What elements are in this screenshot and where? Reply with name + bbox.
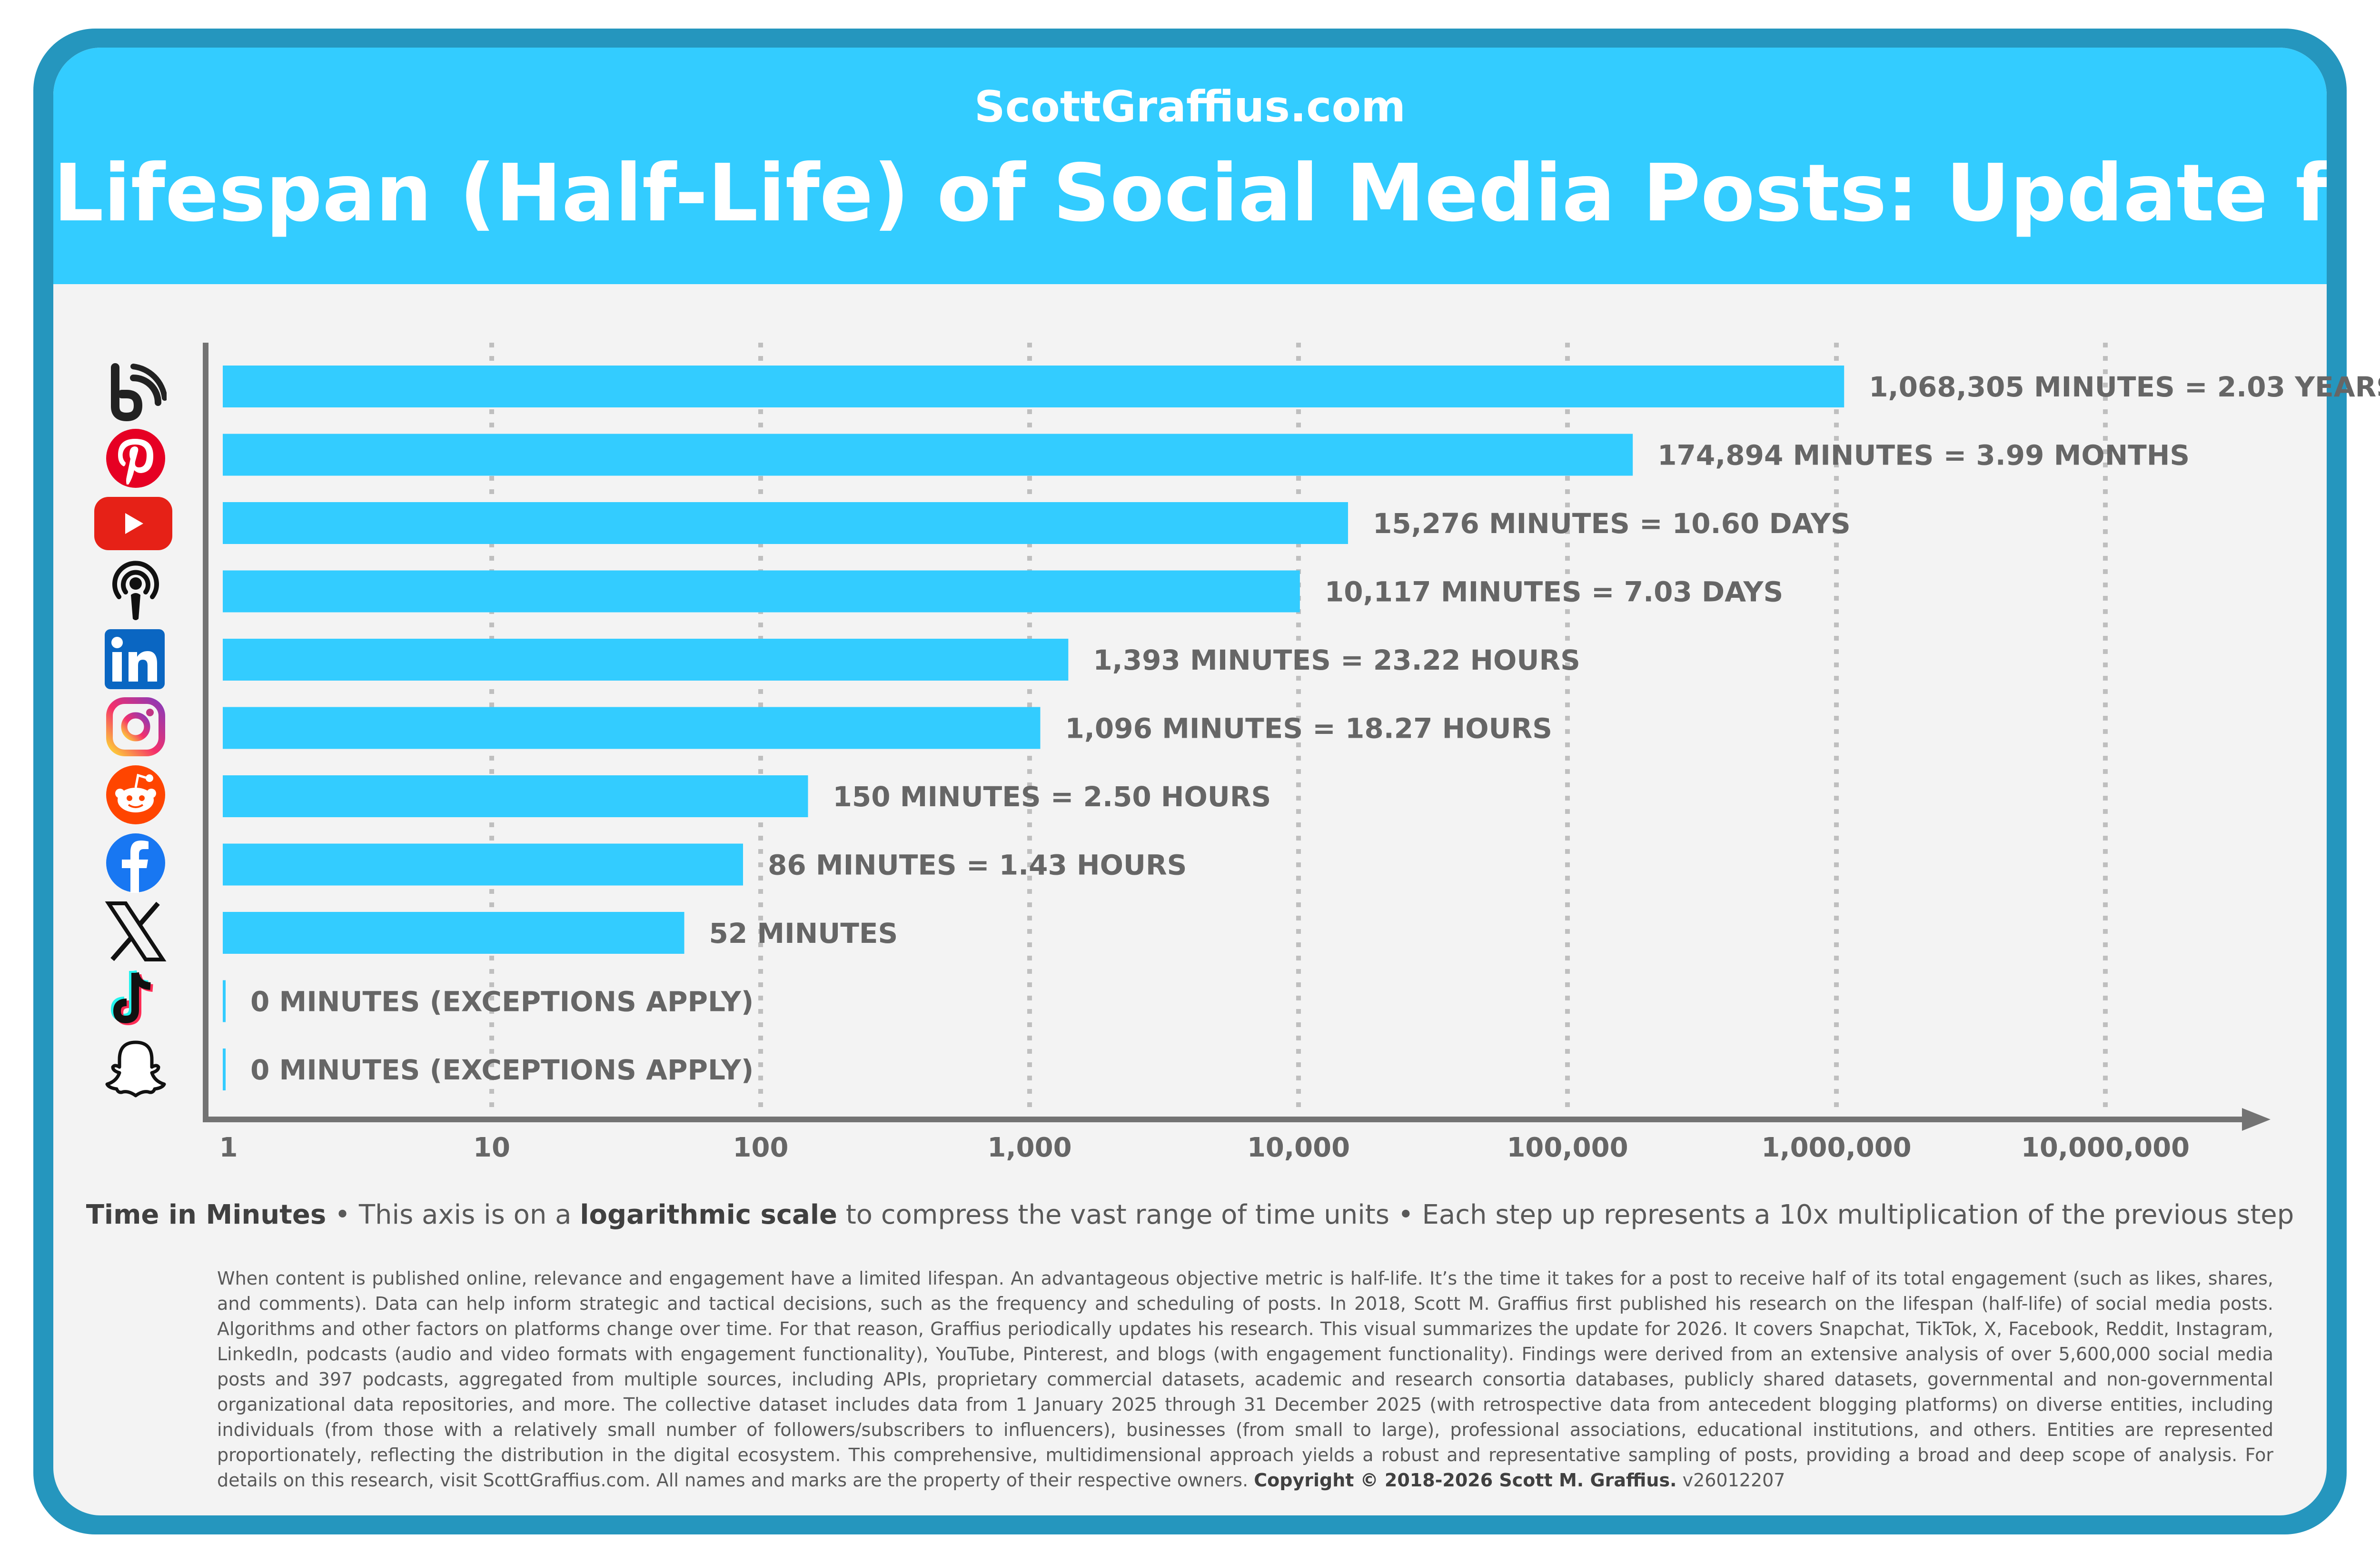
axis-caption: Time in Minutes • This axis is on a loga… bbox=[0, 1199, 2380, 1230]
methodology-footnote: When content is published online, releva… bbox=[217, 1266, 2273, 1493]
axis-caption-title: Time in Minutes bbox=[86, 1199, 327, 1230]
data-label: 0 MINUTES (EXCEPTIONS APPLY) bbox=[250, 1054, 754, 1086]
version-code: v26012207 bbox=[1676, 1470, 1785, 1491]
page-title: Lifespan (Half-Life) of Social Media Pos… bbox=[53, 148, 2327, 239]
axis-caption-text-1: • This axis is on a bbox=[326, 1199, 580, 1230]
data-label: 86 MINUTES = 1.43 HOURS bbox=[768, 849, 1187, 881]
youtube-icon bbox=[94, 497, 172, 550]
x-axis-arrow bbox=[2242, 1108, 2271, 1131]
facebook-icon bbox=[106, 833, 165, 893]
x-tick-label: 10,000,000 bbox=[2021, 1132, 2190, 1163]
bar bbox=[223, 1049, 226, 1090]
linkedin-icon bbox=[105, 629, 165, 689]
data-label: 1,393 MINUTES = 23.22 HOURS bbox=[1093, 644, 1580, 676]
bar bbox=[223, 912, 684, 954]
data-label: 10,117 MINUTES = 7.03 DAYS bbox=[1325, 576, 1783, 608]
tiktok-icon bbox=[110, 970, 153, 1026]
blog-icon bbox=[111, 363, 167, 422]
bar bbox=[223, 775, 808, 817]
header-banner: ScottGraffius.com Lifespan (Half-Life) o… bbox=[53, 48, 2327, 284]
x-tick-label: 1,000,000 bbox=[1761, 1132, 1911, 1163]
snapchat-icon bbox=[105, 1040, 166, 1098]
bar bbox=[223, 434, 1633, 476]
bar bbox=[223, 639, 1069, 681]
data-label: 1,068,305 MINUTES = 2.03 YEARS bbox=[1869, 371, 2380, 403]
bar bbox=[223, 570, 1300, 613]
footnote-text: When content is published online, releva… bbox=[217, 1268, 2273, 1491]
content-card: ScottGraffius.com Lifespan (Half-Life) o… bbox=[53, 48, 2327, 1515]
copyright-notice: Copyright © 2018-2026 Scott M. Graffius. bbox=[1254, 1470, 1677, 1491]
data-label: 150 MINUTES = 2.50 HOURS bbox=[833, 781, 1271, 813]
x-tick-label: 1,000 bbox=[987, 1132, 1071, 1163]
x-icon bbox=[105, 901, 167, 961]
data-label: 15,276 MINUTES = 10.60 DAYS bbox=[1373, 507, 1851, 540]
instagram-icon bbox=[106, 697, 165, 756]
x-tick-label: 10 bbox=[473, 1132, 510, 1163]
data-label: 0 MINUTES (EXCEPTIONS APPLY) bbox=[250, 986, 754, 1018]
axis-caption-text-2: to compress the vast range of time units… bbox=[837, 1199, 2294, 1230]
bar bbox=[223, 707, 1041, 749]
x-tick-label: 100 bbox=[733, 1132, 789, 1163]
x-tick-label: 100,000 bbox=[1507, 1132, 1628, 1163]
bar bbox=[223, 502, 1348, 544]
data-label: 52 MINUTES bbox=[709, 917, 898, 950]
bar bbox=[223, 843, 743, 886]
axis-caption-log-scale: logarithmic scale bbox=[580, 1199, 838, 1230]
reddit-icon bbox=[106, 765, 165, 824]
podcast-icon bbox=[112, 561, 159, 620]
data-label: 1,096 MINUTES = 18.27 HOURS bbox=[1065, 712, 1552, 745]
pinterest-icon bbox=[106, 429, 165, 488]
bar bbox=[223, 980, 226, 1022]
data-label: 174,894 MINUTES = 3.99 MONTHS bbox=[1657, 439, 2190, 472]
bar bbox=[223, 366, 1844, 407]
x-tick-label: 10,000 bbox=[1247, 1132, 1350, 1163]
site-name: ScottGraffius.com bbox=[974, 82, 1406, 132]
x-tick-label: 1 bbox=[219, 1132, 238, 1163]
